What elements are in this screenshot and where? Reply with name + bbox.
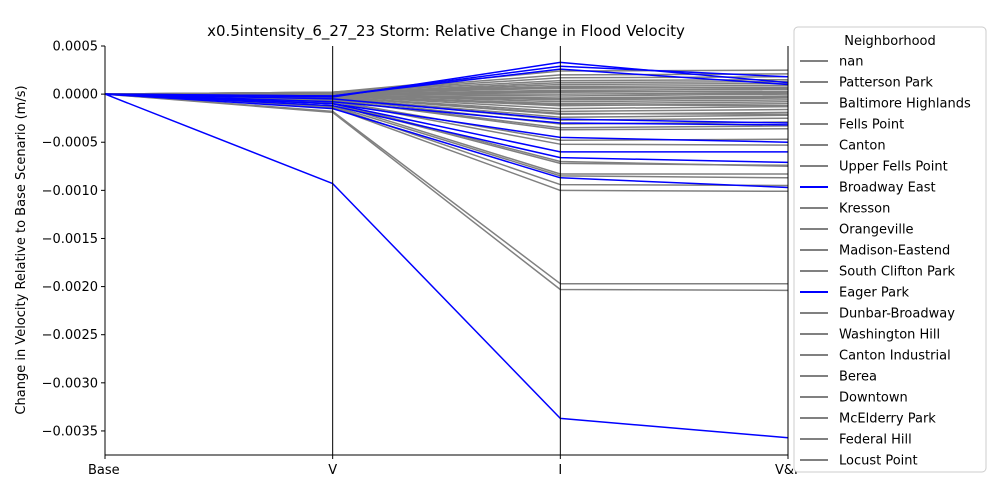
legend-entry: Dunbar-Broadway [839,307,955,322]
tick-labels: 0.0005 0.0000 −0.0005 −0.0010 −0.0015 −0.0020… [42,40,798,479]
x-tick-label: V&I [775,463,798,478]
legend-entry: Madison-Eastend [839,244,950,259]
series-line [104,93,789,124]
legend-entry: Locust Point [839,454,918,469]
axes [104,46,789,456]
legend-entry: Upper Fells Point [839,160,948,175]
chart-title: x0.5intensity_6_27_23 Storm: Relative Ch… [207,22,685,41]
y-tick-label: −0.0030 [42,376,98,391]
series-line [104,93,789,439]
legend-entry: Baltimore Highlands [839,97,971,112]
legend-entry: Canton [839,139,886,154]
legend-entry: Downtown [839,391,908,406]
y-axis-label: Change in Velocity Relative to Base Scen… [14,85,29,414]
series-line [104,93,789,189]
y-tick-label: −0.0015 [42,232,98,247]
legend-entry: Berea [839,370,877,385]
series-line [104,93,788,285]
y-tick-label: −0.0020 [42,280,98,295]
legend-entry: Federal Hill [839,433,912,448]
legend-entry: Kresson [839,202,890,217]
series-line [104,93,789,179]
legend-entry: nan [839,55,863,70]
x-tick-label: Base [88,463,120,478]
legend-entry: McElderry Park [839,412,936,427]
x-tick-label: V [328,463,337,478]
y-tick-label: −0.0005 [42,136,98,151]
legend-entry: Washington Hill [839,328,940,343]
series-line [104,68,789,97]
series-line [104,93,789,143]
y-tick-label: −0.0035 [42,424,98,439]
legend-entry: South Clifton Park [839,265,956,280]
y-tick-label: 0.0000 [53,88,99,103]
legend-entry: Eager Park [839,286,909,301]
legend-entry: Patterson Park [839,76,933,91]
legend-box [793,26,987,473]
legend-entry: Canton Industrial [839,349,951,364]
series-line [104,93,789,126]
series-lines [104,61,789,439]
legend-entry: Fells Point [839,118,904,133]
y-tick-label: 0.0005 [53,40,99,55]
series-line [104,86,789,95]
legend-title: Neighborhood [844,34,936,49]
legend-entry: Orangeville [839,223,914,238]
y-tick-label: −0.0010 [42,184,98,199]
y-tick-label: −0.0025 [42,328,98,343]
legend: Neighborhood nan Patterson Park Baltimore … [793,26,987,473]
x-tick-label: I [558,463,562,478]
legend-entry: Broadway East [839,181,936,196]
series-line [104,93,789,164]
